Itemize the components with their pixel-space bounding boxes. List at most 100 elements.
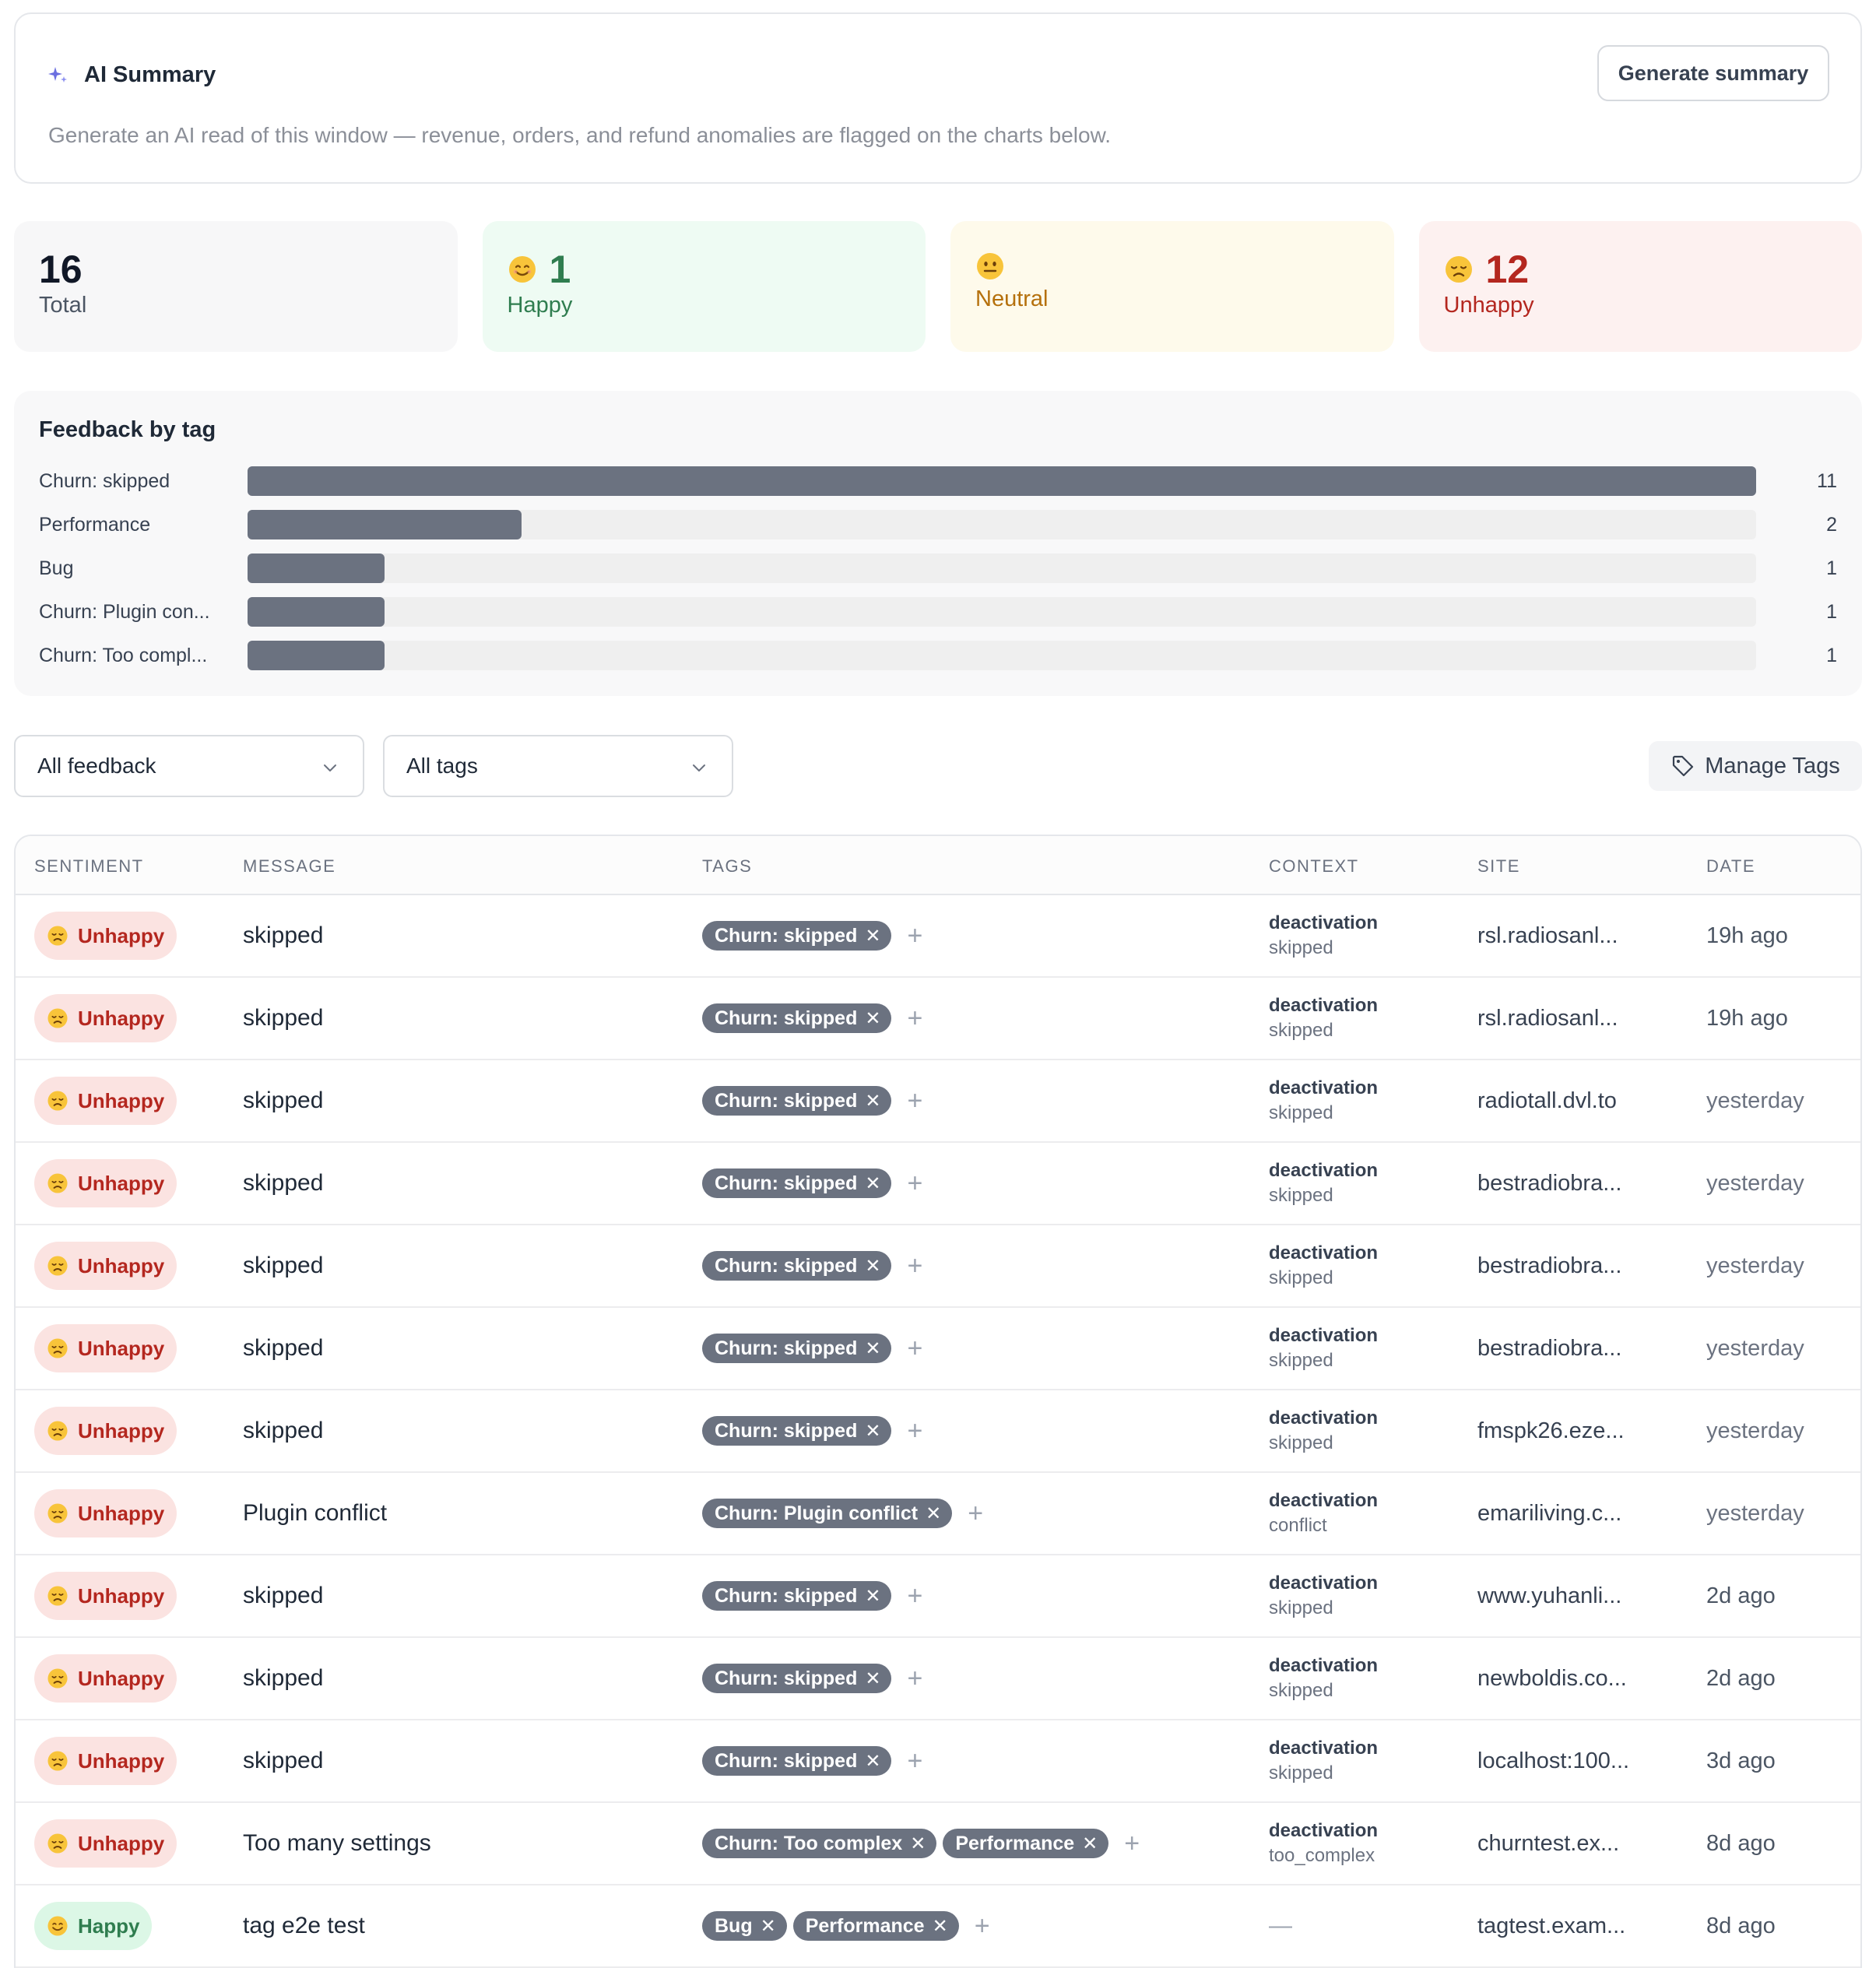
context-cell: deactivation too_complex [1269,1803,1378,1884]
tag-chip[interactable]: Churn: skipped ✕ [702,921,892,951]
add-tag-icon[interactable]: + [907,1168,923,1198]
tag-chip[interactable]: Churn: skipped ✕ [702,1581,892,1611]
context-reason: skipped [1269,1185,1333,1206]
table-row[interactable]: Unhappy skipped Churn: skipped ✕ + deactivati… [16,1060,1860,1143]
unhappy-face-icon [47,1173,68,1193]
table-row[interactable]: Unhappy skipped Churn: skipped ✕ + deactivati… [16,895,1860,978]
remove-tag-icon[interactable]: ✕ [865,1668,881,1689]
table-row[interactable]: Unhappy skipped Churn: skipped ✕ + deactivati… [16,1390,1860,1473]
tag-chip[interactable]: Bug ✕ [702,1911,787,1941]
add-tag-icon[interactable]: + [907,1333,923,1363]
remove-tag-icon[interactable]: ✕ [760,1915,776,1937]
tag-chip-label: Performance [955,1832,1075,1854]
generate-summary-button[interactable]: Generate summary [1597,45,1829,101]
column-header-message[interactable]: MESSAGE [243,856,336,876]
tag-chip[interactable]: Churn: skipped ✕ [702,1416,892,1446]
message-cell: skipped [243,1253,324,1278]
unhappy-face-icon [47,926,68,946]
site-cell: bestradiobra... [1477,1170,1622,1196]
tag-chip-label: Churn: skipped [715,1337,858,1359]
site-cell: radiotall.dvl.to [1477,1088,1617,1113]
remove-tag-icon[interactable]: ✕ [1082,1833,1098,1854]
remove-tag-icon[interactable]: ✕ [865,1007,881,1029]
add-tag-icon[interactable]: + [907,920,923,951]
tag-chip[interactable]: Churn: skipped ✕ [702,1086,892,1116]
tags-cell: Churn: skipped ✕ + [702,1225,922,1306]
chart-bar-label: Churn: Plugin con... [39,600,210,623]
table-row[interactable]: Unhappy skipped Churn: skipped ✕ + deactivati… [16,1308,1860,1390]
tag-chip[interactable]: Churn: Plugin conflict ✕ [702,1499,953,1528]
table-row[interactable]: Unhappy skipped Churn: skipped ✕ + deactivati… [16,1225,1860,1308]
remove-tag-icon[interactable]: ✕ [865,1750,881,1772]
context-reason: skipped [1269,937,1333,958]
message-cell: Plugin conflict [243,1500,388,1526]
remove-tag-icon[interactable]: ✕ [865,925,881,947]
context-reason: skipped [1269,1680,1333,1701]
feedback-filter-select[interactable]: All feedback [14,735,364,797]
tag-chip[interactable]: Performance ✕ [792,1911,959,1941]
tag-chip[interactable]: Churn: skipped ✕ [702,1746,892,1776]
remove-tag-icon[interactable]: ✕ [910,1833,926,1854]
site-cell: rsl.radiosanl... [1477,1005,1618,1031]
remove-tag-icon[interactable]: ✕ [932,1915,948,1937]
add-tag-icon[interactable]: + [907,1745,923,1776]
tag-chip[interactable]: Churn: Too complex ✕ [702,1829,937,1858]
add-tag-icon[interactable]: + [907,1003,923,1033]
remove-tag-icon[interactable]: ✕ [865,1090,881,1112]
happy-face-icon [508,256,536,283]
site-cell: fmspk26.eze... [1477,1418,1625,1443]
column-header-tags[interactable]: TAGS [702,856,753,876]
sentiment-label: Unhappy [78,1418,165,1443]
table-row[interactable]: Unhappy skipped Churn: skipped ✕ + deactivati… [16,1555,1860,1638]
add-tag-icon[interactable]: + [1124,1828,1140,1858]
column-header-sentiment[interactable]: SENTIMENT [34,856,144,876]
table-row[interactable]: Unhappy Too many settings Churn: Too compl… [16,1803,1860,1885]
add-tag-icon[interactable]: + [974,1910,990,1941]
date-cell: yesterday [1706,1418,1804,1443]
unhappy-face-icon [47,1091,68,1111]
add-tag-icon[interactable]: + [907,1085,923,1116]
add-tag-icon[interactable]: + [907,1663,923,1693]
table-row[interactable]: Unhappy Plugin conflict Churn: Plugin conf… [16,1473,1860,1555]
tags-cell: Churn: skipped ✕ + [702,1720,922,1801]
tag-chip[interactable]: Churn: skipped ✕ [702,1168,892,1198]
table-row[interactable]: Happy tag e2e test Bug ✕ Performance ✕ + — tagte… [16,1885,1860,1968]
table-row[interactable]: Unhappy skipped Churn: skipped ✕ + deactivati… [16,1638,1860,1720]
column-header-date[interactable]: DATE [1706,856,1756,876]
remove-tag-icon[interactable]: ✕ [865,1337,881,1359]
table-row[interactable]: Unhappy skipped Churn: skipped ✕ + deactivati… [16,978,1860,1060]
context-empty: — [1269,1913,1292,1938]
date-cell: yesterday [1706,1170,1804,1196]
table-row[interactable]: Unhappy skipped Churn: skipped ✕ + deactivati… [16,1143,1860,1225]
tag-chip[interactable]: Churn: skipped ✕ [702,1334,892,1363]
date-cell: 8d ago [1706,1913,1776,1938]
context-reason: skipped [1269,1350,1333,1371]
add-tag-icon[interactable]: + [907,1250,923,1281]
chart-bar-label: Churn: Too compl... [39,644,208,666]
tag-chip[interactable]: Churn: skipped ✕ [702,1664,892,1693]
message-cell: skipped [243,1665,324,1691]
site-cell: localhost:100... [1477,1748,1630,1773]
tag-chip[interactable]: Churn: skipped ✕ [702,1251,892,1281]
tags-filter-select[interactable]: All tags [383,735,733,797]
column-header-context[interactable]: CONTEXT [1269,856,1359,876]
column-header-site[interactable]: SITE [1477,856,1520,876]
feedback-filter-value: All feedback [37,754,156,778]
remove-tag-icon[interactable]: ✕ [865,1255,881,1277]
add-tag-icon[interactable]: + [907,1415,923,1446]
tag-chip-label: Churn: skipped [715,1007,858,1029]
remove-tag-icon[interactable]: ✕ [865,1172,881,1194]
chart-bar [248,466,1756,496]
remove-tag-icon[interactable]: ✕ [865,1585,881,1607]
table-row[interactable]: Unhappy skipped Churn: skipped ✕ + deactivati… [16,1720,1860,1803]
tag-chip[interactable]: Churn: skipped ✕ [702,1003,892,1033]
add-tag-icon[interactable]: + [968,1498,984,1528]
site-cell: rsl.radiosanl... [1477,922,1618,948]
date-cell: yesterday [1706,1253,1804,1278]
tag-chip[interactable]: Performance ✕ [943,1829,1109,1858]
manage-tags-button[interactable]: Manage Tags [1649,741,1862,791]
remove-tag-icon[interactable]: ✕ [926,1502,942,1524]
remove-tag-icon[interactable]: ✕ [865,1420,881,1442]
add-tag-icon[interactable]: + [907,1580,923,1611]
